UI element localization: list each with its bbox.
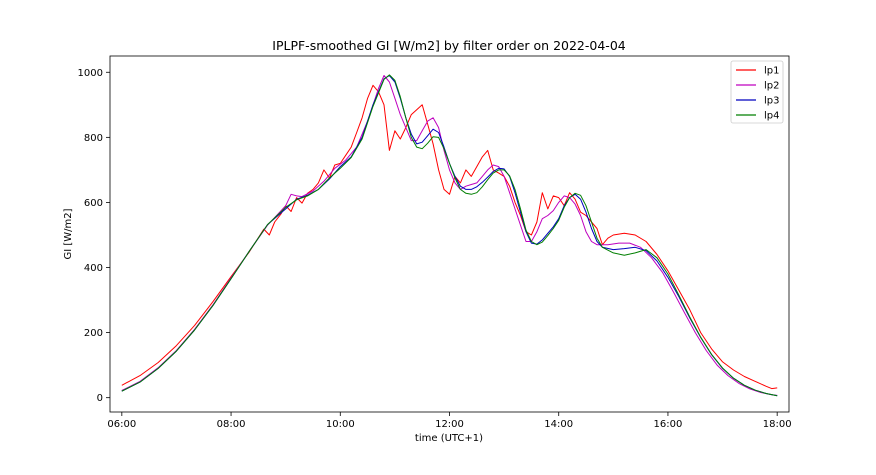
y-tick-label: 600 [84, 198, 103, 209]
series-layer [121, 74, 778, 397]
legend-label-lp3: lp3 [764, 96, 780, 107]
x-tick-label: 14:00 [544, 419, 573, 430]
y-axis: 0 200 400 600 800 1000 [78, 68, 110, 404]
chart-title: IPLPF-smoothed GI [W/m2] by filter order… [272, 38, 626, 53]
plot-background [110, 56, 789, 412]
y-tick-label: 800 [84, 133, 103, 144]
legend: lp1 lp2 lp3 lp4 [730, 60, 784, 124]
y-tick-label: 1000 [78, 68, 103, 79]
x-tick-label: 12:00 [435, 419, 464, 430]
x-tick-label: 10:00 [326, 419, 355, 430]
y-tick-label: 200 [84, 328, 103, 339]
legend-label-lp4: lp4 [764, 111, 780, 122]
x-tick-label: 08:00 [217, 419, 246, 430]
x-axis: 06:00 08:00 10:00 12:00 14:00 16:00 18:00 [107, 412, 792, 430]
legend-label-lp1: lp1 [764, 66, 780, 77]
series-line-lp2 [121, 75, 778, 396]
y-tick-label: 0 [97, 393, 103, 404]
plot-area [110, 56, 789, 412]
x-tick-label: 16:00 [654, 419, 683, 430]
x-tick-label: 06:00 [107, 419, 136, 430]
x-tick-label: 18:00 [763, 419, 792, 430]
legend-box [730, 60, 784, 124]
y-tick-label: 400 [84, 263, 103, 274]
y-axis-label: GI [W/m2] [63, 208, 74, 259]
series-line-lp4 [121, 74, 778, 397]
x-axis-label: time (UTC+1) [415, 433, 483, 444]
legend-label-lp2: lp2 [764, 81, 780, 92]
